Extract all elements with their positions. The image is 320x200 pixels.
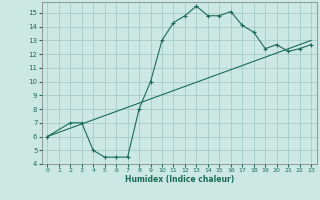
X-axis label: Humidex (Indice chaleur): Humidex (Indice chaleur) [124,175,234,184]
